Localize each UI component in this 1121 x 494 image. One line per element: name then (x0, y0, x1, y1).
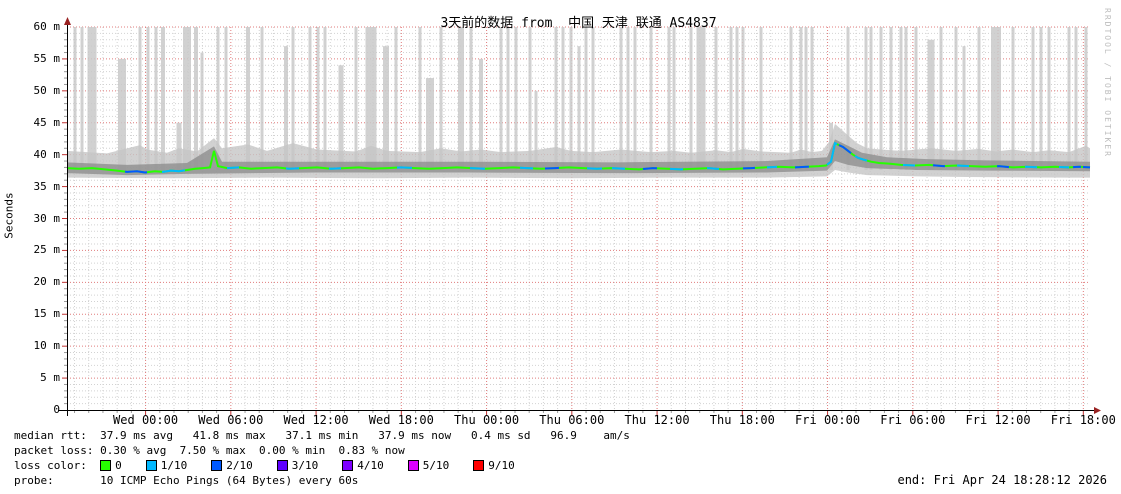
rrdtool-watermark: RRDTOOL / TOBI OETIKER (1103, 8, 1112, 158)
loss-5-swatch-icon (407, 460, 419, 471)
loss-legend-item: 9/10 (473, 458, 515, 473)
y-tick-label: 35 m (33, 179, 61, 193)
loss-color-legend: loss color: 0 1/10 2/10 3/10 4/10 5/10 9… (14, 458, 630, 473)
loss-legend-item: 3/10 (276, 458, 319, 473)
loss-legend-label: 5/10 (422, 459, 450, 472)
loss-legend-label: 0 (115, 459, 122, 472)
y-tick-label: 5 m (40, 371, 60, 385)
loss-legend-label: 2/10 (226, 459, 253, 472)
x-tick-label: Wed 06:00 (198, 413, 264, 427)
y-tick-label: 60 m (33, 20, 61, 33)
x-tick-label: Thu 00:00 (454, 413, 520, 427)
loss-colored-segments (124, 141, 1091, 174)
packet-loss-stats: packet loss: 0.30 % avg 7.50 % max 0.00 … (14, 444, 405, 457)
x-tick-label: Fri 18:00 (1050, 413, 1116, 427)
y-tick-label: 10 m (33, 339, 61, 353)
x-tick-label: Wed 00:00 (113, 413, 179, 427)
x-tick-label: Wed 18:00 (368, 413, 434, 427)
x-tick-label: Fri 00:00 (795, 413, 861, 427)
loss-bars (73, 27, 1088, 170)
median-rtt-stats: median rtt: 37.9 ms avg 41.8 ms max 37.1… (14, 429, 630, 442)
loss-legend-label: 3/10 (291, 459, 319, 472)
y-tick-label: 25 m (33, 243, 61, 257)
loss-9-swatch-icon (473, 460, 485, 471)
loss-legend-item: 2/10 (211, 458, 253, 473)
loss-4-swatch-icon (342, 460, 354, 471)
y-tick-label: 40 m (33, 147, 61, 161)
x-tick-label: Thu 06:00 (539, 413, 605, 427)
loss-2-swatch-icon (211, 460, 223, 471)
y-tick-label: 30 m (33, 211, 61, 225)
loss-0-swatch-icon (100, 460, 112, 471)
loss-legend-item: 4/10 (342, 458, 384, 473)
y-tick-label: 45 m (33, 115, 61, 129)
y-tick-label: 20 m (33, 275, 61, 289)
stats-legend: median rtt: 37.9 ms avg 41.8 ms max 37.1… (14, 428, 630, 488)
loss-3-swatch-icon (276, 460, 288, 471)
y-tick-label: 15 m (33, 307, 61, 321)
median-line (66, 141, 1091, 174)
x-tick-label: Thu 18:00 (709, 413, 775, 427)
loss-legend-item: 0 (100, 458, 122, 473)
loss-legend-label: 9/10 (488, 459, 515, 472)
axes (58, 17, 1101, 416)
loss-legend-item: 1/10 (145, 458, 188, 473)
end-timestamp: end: Fri Apr 24 18:28:12 2026 (897, 473, 1107, 487)
y-tick-label: 55 m (33, 51, 61, 65)
chart-title: 3天前的数据 from 中国 天津 联通 AS4837 (440, 16, 717, 31)
loss-color-label: loss color: (14, 459, 101, 472)
x-tick-label: Fri 12:00 (965, 413, 1031, 427)
loss-legend-label: 4/10 (357, 459, 384, 472)
loss-1-swatch-icon (145, 460, 157, 471)
loss-legend-label: 1/10 (160, 459, 188, 472)
loss-legend-item: 5/10 (407, 458, 450, 473)
y-tick-label: 50 m (33, 83, 61, 97)
probe-info: probe: 10 ICMP Echo Pings (64 Bytes) eve… (14, 474, 359, 487)
x-tick-label: Wed 12:00 (283, 413, 349, 427)
x-tick-label: Fri 06:00 (880, 413, 946, 427)
x-tick-label: Thu 12:00 (624, 413, 690, 427)
y-tick-label: 0 (53, 403, 60, 416)
